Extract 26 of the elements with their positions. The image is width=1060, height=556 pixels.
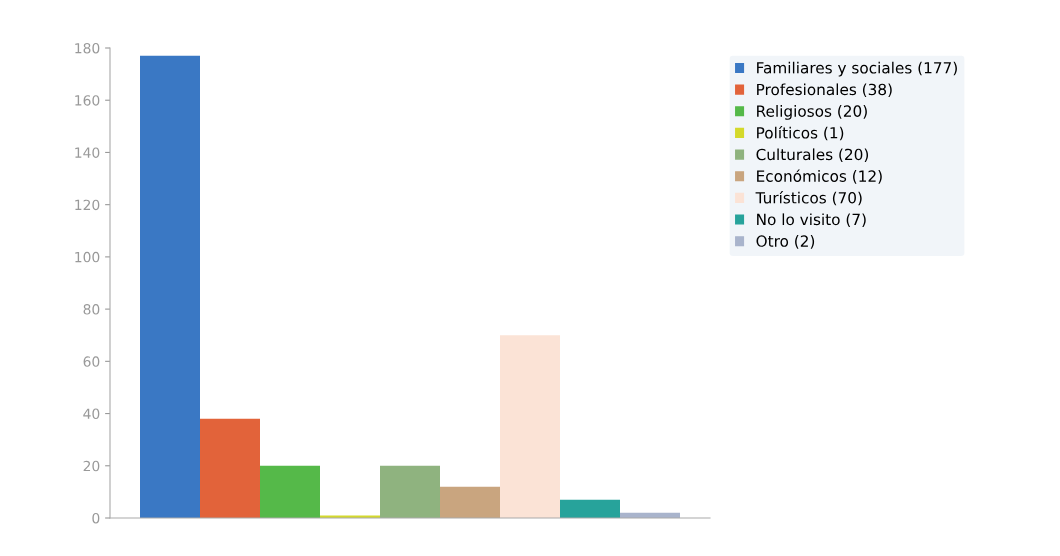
bar: [560, 499, 620, 518]
y-tick-label: 20: [83, 460, 100, 472]
y-tick-label: 140: [75, 147, 100, 158]
legend-label: No lo visito (7): [757, 213, 866, 227]
legend-label: Otro (2): [756, 235, 815, 249]
bar: [380, 465, 440, 518]
legend-label: Familiares y sociales (177): [757, 61, 957, 77]
bar: [440, 486, 500, 518]
bar: [500, 335, 560, 518]
legend-label: Culturales (20): [756, 148, 869, 163]
legend-label: Turísticos (70): [755, 191, 862, 206]
y-tick-label: 0: [92, 512, 100, 524]
y-tick-label: 160: [75, 95, 100, 106]
bar: [200, 418, 260, 518]
bar: [140, 55, 200, 518]
legend-label: Económicos (12): [757, 169, 882, 184]
y-tick-label: 180: [75, 42, 100, 54]
legend-label: Políticos (1): [757, 126, 844, 141]
legend-label: Religiosos (20): [757, 105, 867, 120]
legend-label: Profesionales (38): [757, 83, 892, 98]
y-tick-label: 40: [83, 408, 100, 420]
y-tick-label: 100: [75, 251, 100, 263]
bar: [260, 465, 320, 518]
y-tick-label: 60: [83, 356, 100, 367]
y-tick-label: 80: [83, 304, 100, 315]
y-tick-label: 120: [75, 199, 100, 211]
